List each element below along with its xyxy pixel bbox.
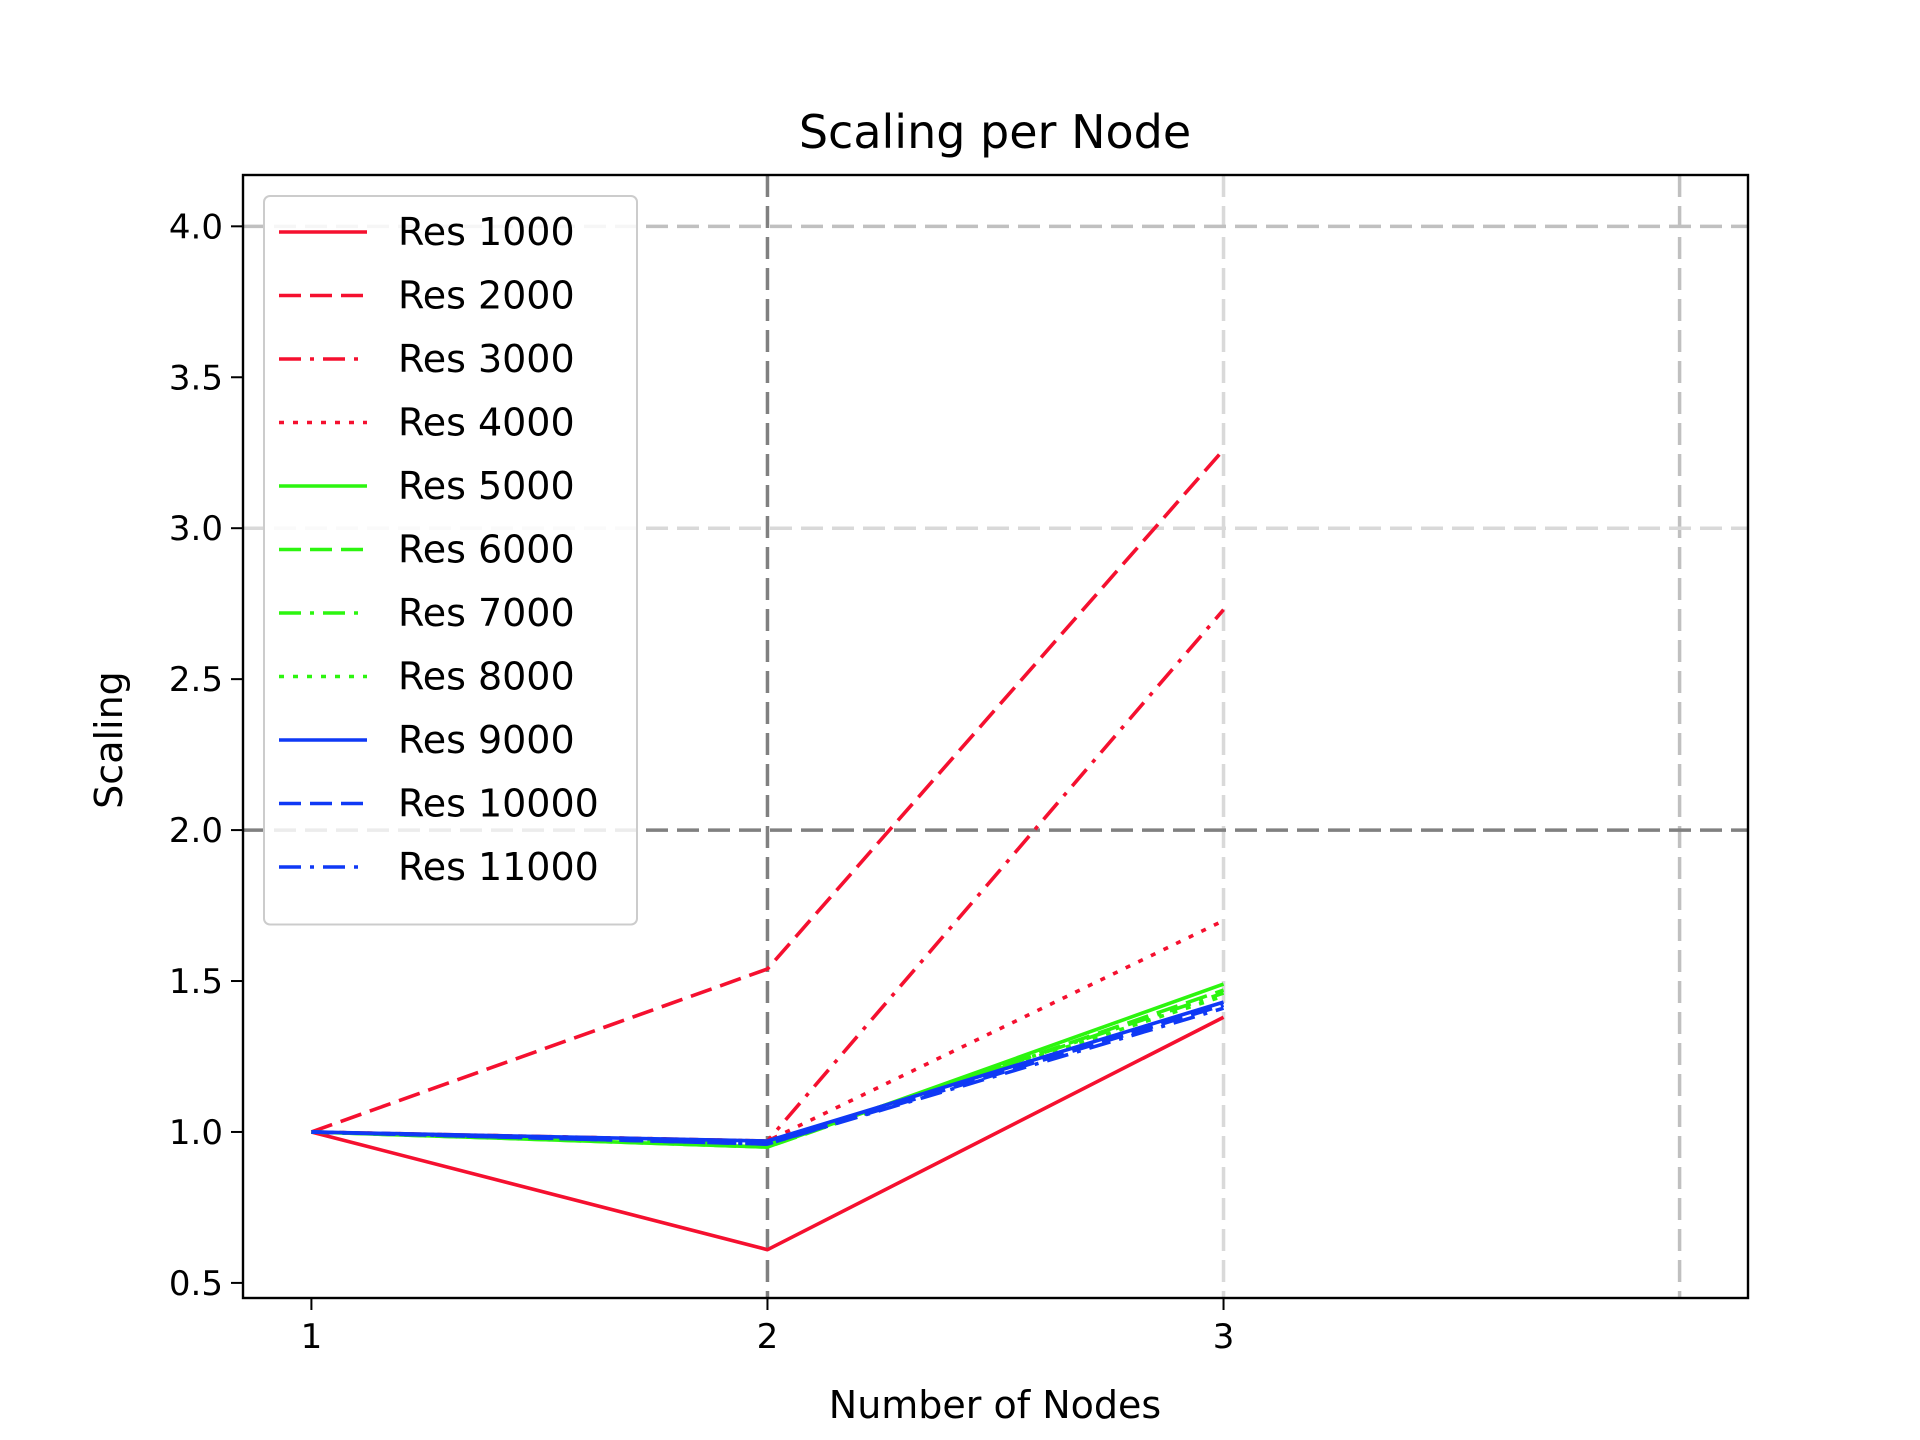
legend-label-6: Res 6000 [398, 528, 575, 572]
legend-label-10: Res 10000 [398, 782, 599, 826]
y-axis-ticks: 0.5 1.0 1.5 2.0 2.5 3.0 3.5 4.0 [169, 207, 243, 1304]
series-line-2 [310, 448, 1225, 1134]
legend-label-1: Res 1000 [398, 210, 575, 254]
x-axis-ticks: 1 2 3 [301, 1298, 1235, 1357]
series-line-11 [311, 1006, 1225, 1146]
y-tick-label: 0.5 [169, 1264, 223, 1304]
legend-box [263, 195, 638, 926]
y-tick-label: 2.0 [169, 811, 223, 851]
plot-frame [241, 173, 1750, 1300]
legend-label-7: Res 7000 [398, 591, 575, 635]
x-tick-label: 2 [757, 1317, 779, 1357]
legend-label-2: Res 2000 [398, 274, 575, 318]
series-lines [310, 448, 1225, 1252]
y-axis-title: Scaling [87, 671, 131, 809]
chart-title: Scaling per Node [799, 105, 1191, 159]
x-tick-label: 3 [1213, 1317, 1235, 1357]
y-tick-label: 1.5 [169, 962, 223, 1002]
legend-label-8: Res 8000 [398, 655, 575, 699]
x-axis-title: Number of Nodes [829, 1383, 1161, 1427]
legend-label-11: Res 11000 [398, 845, 599, 889]
legend-label-4: Res 4000 [398, 401, 575, 445]
legend-label-3: Res 3000 [398, 337, 575, 381]
legend: Res 1000 Res 2000 Res 3000 Res 4000 Res 5000… [263, 195, 638, 926]
x-tick-label: 1 [301, 1317, 323, 1357]
y-tick-label: 2.5 [169, 660, 223, 700]
y-tick-label: 3.0 [169, 509, 223, 549]
legend-label-9: Res 9000 [398, 718, 575, 762]
y-tick-label: 1.0 [169, 1113, 223, 1153]
y-tick-label: 3.5 [169, 358, 223, 398]
series-line-1 [310, 1015, 1225, 1252]
y-tick-label: 4.0 [169, 207, 223, 247]
series-line-6 [311, 988, 1225, 1149]
legend-label-5: Res 5000 [398, 464, 575, 508]
